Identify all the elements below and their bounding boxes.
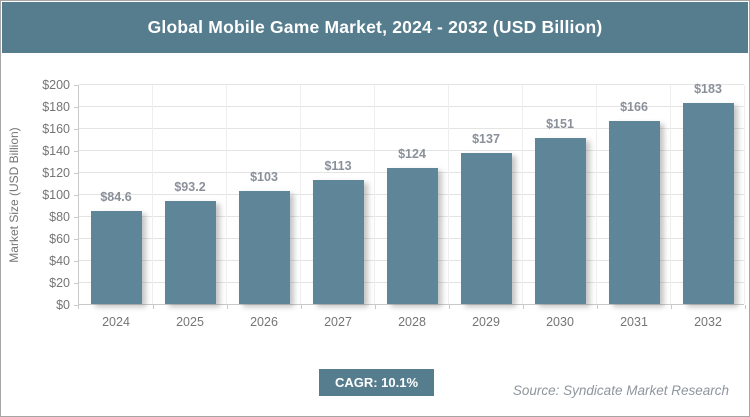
y-axis-tick-mark bbox=[74, 283, 78, 284]
bar-value-label-2029: $137 bbox=[472, 132, 500, 147]
y-axis-tick-label: $180 bbox=[42, 100, 70, 114]
gridline-h bbox=[79, 106, 744, 107]
y-axis-tick-label: $40 bbox=[49, 254, 70, 268]
gridline-v bbox=[226, 85, 227, 304]
gridline-v bbox=[374, 85, 375, 304]
bar-value-label-2032: $183 bbox=[694, 81, 722, 96]
chart-title: Global Mobile Game Market, 2024 - 2032 (… bbox=[147, 17, 603, 37]
bar-2028 bbox=[386, 167, 438, 304]
y-axis-tick-mark bbox=[74, 261, 78, 262]
x-axis-tick-label-2025: 2025 bbox=[176, 315, 204, 329]
gridline-v bbox=[522, 85, 523, 304]
gridline-h bbox=[79, 84, 744, 85]
plot-area: $84.6 2024 $93.2 2025 $103 2026 $113 2027 $124 20… bbox=[74, 81, 746, 329]
x-axis-tick-label-2029: 2029 bbox=[472, 315, 500, 329]
bar-2031 bbox=[608, 121, 660, 304]
x-axis-tick-mark bbox=[745, 305, 746, 309]
bar-value-label-2031: $166 bbox=[620, 100, 648, 115]
bar-2029 bbox=[460, 153, 512, 304]
bar-2027 bbox=[312, 179, 364, 304]
y-axis-tick-label: $120 bbox=[42, 166, 70, 180]
x-axis-tick-label-2032: 2032 bbox=[694, 315, 722, 329]
y-axis-tick-mark bbox=[74, 151, 78, 152]
y-axis-tick-mark bbox=[74, 195, 78, 196]
bar-value-label-2027: $113 bbox=[324, 158, 352, 173]
bar-value-label-2030: $151 bbox=[546, 116, 574, 131]
gridline-v bbox=[596, 85, 597, 304]
x-axis-tick-label-2030: 2030 bbox=[546, 315, 574, 329]
y-axis-tick-mark bbox=[74, 85, 78, 86]
x-axis-tick-label-2028: 2028 bbox=[398, 315, 426, 329]
cagr-badge: CAGR: 10.1% bbox=[319, 369, 434, 396]
y-axis-tick-label: $100 bbox=[42, 188, 70, 202]
x-axis-tick-mark bbox=[78, 305, 79, 309]
x-axis-tick-mark bbox=[301, 305, 302, 309]
y-axis-tick-mark bbox=[74, 239, 78, 240]
y-axis-tick-mark bbox=[74, 173, 78, 174]
gridline-v bbox=[300, 85, 301, 304]
y-axis-tick-label: $20 bbox=[49, 276, 70, 290]
cagr-label: CAGR: 10.1% bbox=[334, 375, 419, 390]
y-axis-tick-label: $0 bbox=[56, 298, 70, 312]
y-axis-tick-mark bbox=[74, 305, 78, 306]
gridline-v bbox=[152, 85, 153, 304]
y-axis-tick-label: $140 bbox=[42, 144, 70, 158]
y-axis-tick-mark bbox=[74, 217, 78, 218]
gridline-v bbox=[670, 85, 671, 304]
bar-2030 bbox=[534, 137, 586, 304]
bar-value-label-2026: $103 bbox=[250, 169, 278, 184]
bar-2024 bbox=[90, 210, 142, 304]
x-axis-tick-mark bbox=[597, 305, 598, 309]
bar-2026 bbox=[238, 190, 290, 304]
x-axis-tick-label-2024: 2024 bbox=[102, 315, 130, 329]
bar-value-label-2025: $93.2 bbox=[174, 180, 206, 195]
gridline-h bbox=[79, 128, 744, 129]
gridline-h bbox=[79, 150, 744, 151]
x-axis-tick-mark bbox=[153, 305, 154, 309]
y-axis-tick-label: $60 bbox=[49, 232, 70, 246]
y-axis-tick-mark bbox=[74, 129, 78, 130]
bar-value-label-2024: $84.6 bbox=[100, 189, 132, 204]
gridline-v bbox=[448, 85, 449, 304]
source-note: Source: Syndicate Market Research bbox=[512, 383, 729, 398]
gridline-v bbox=[744, 85, 745, 304]
y-axis-tick-label: $80 bbox=[49, 210, 70, 224]
x-axis-tick-mark bbox=[671, 305, 672, 309]
x-axis-tick-label-2027: 2027 bbox=[324, 315, 352, 329]
x-axis-tick-mark bbox=[375, 305, 376, 309]
x-axis-tick-mark bbox=[523, 305, 524, 309]
bar-2032 bbox=[682, 102, 734, 304]
y-axis-tick-label: $200 bbox=[42, 78, 70, 92]
bar-2025 bbox=[164, 201, 216, 304]
x-axis-tick-label-2026: 2026 bbox=[250, 315, 278, 329]
y-axis-title: Market Size (USD Billion) bbox=[7, 127, 21, 263]
y-axis-tick-label: $160 bbox=[42, 122, 70, 136]
x-axis-tick-mark bbox=[449, 305, 450, 309]
bar-value-label-2028: $124 bbox=[398, 146, 426, 161]
x-axis-tick-mark bbox=[227, 305, 228, 309]
x-axis-tick-label-2031: 2031 bbox=[620, 315, 648, 329]
chart-title-bar: Global Mobile Game Market, 2024 - 2032 (… bbox=[2, 2, 748, 53]
y-axis-tick-mark bbox=[74, 107, 78, 108]
